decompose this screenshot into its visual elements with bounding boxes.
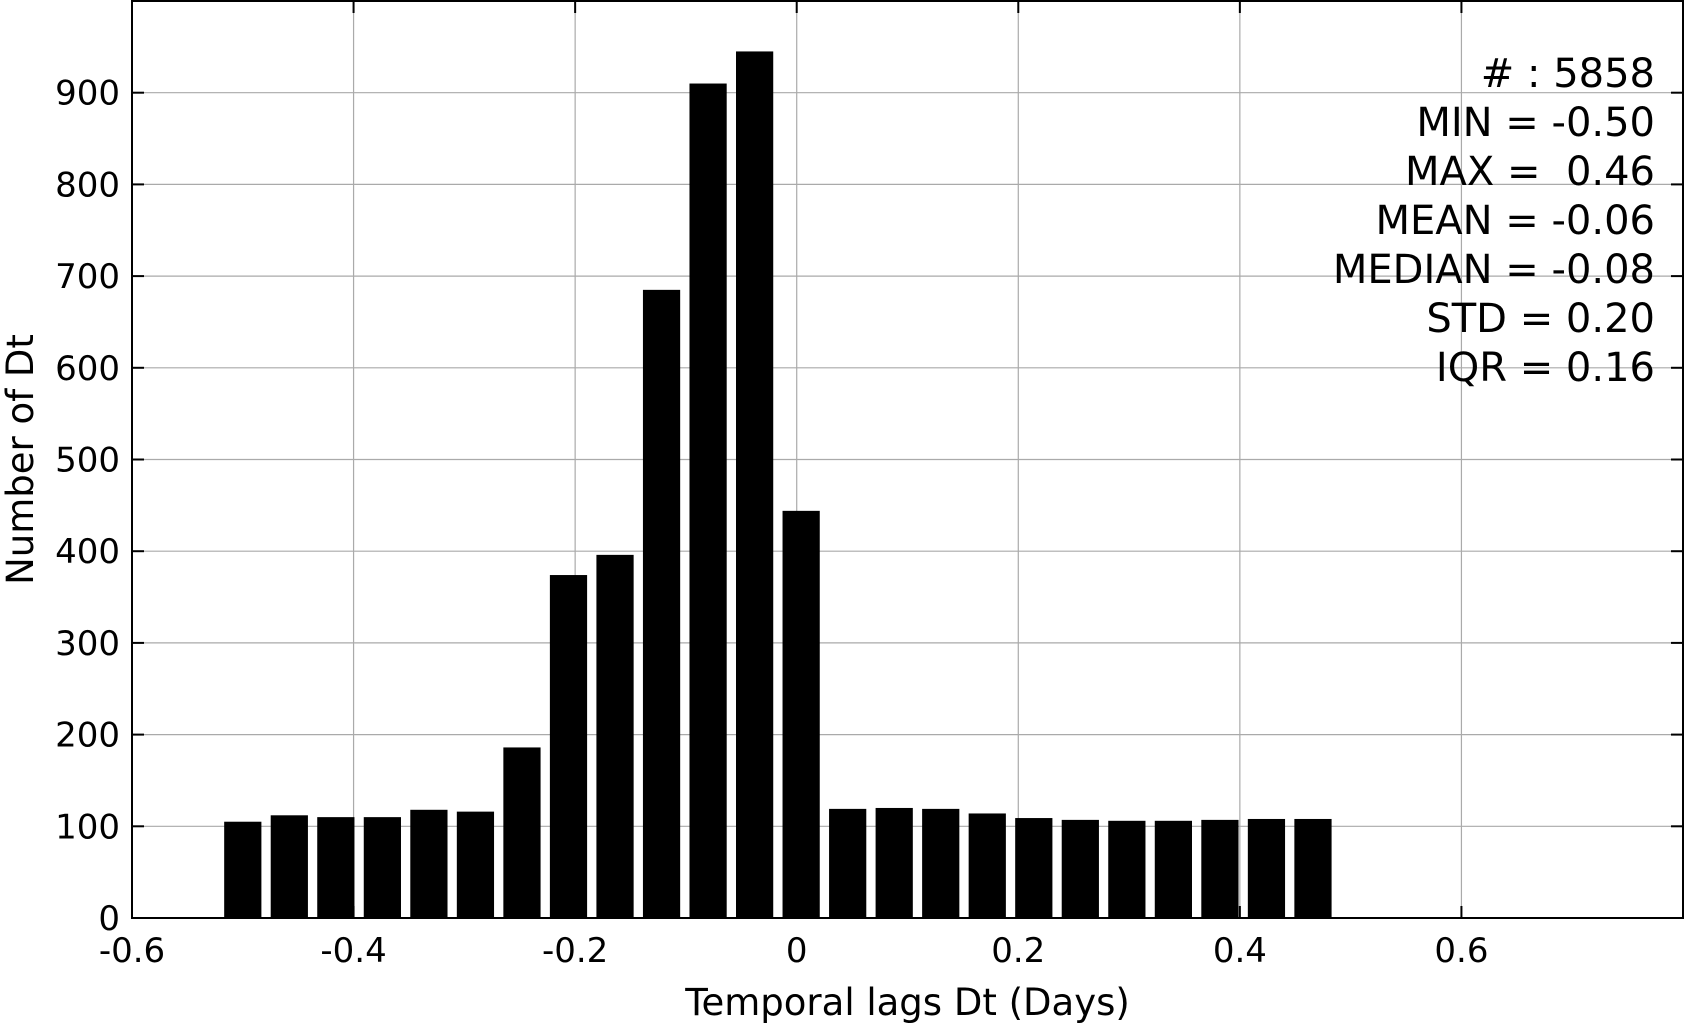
bar xyxy=(1201,819,1239,918)
y-axis-label: Number of Dt xyxy=(0,334,42,585)
y-tick-label: 900 xyxy=(55,74,120,114)
bar xyxy=(549,575,588,918)
bar xyxy=(1154,820,1192,918)
bar xyxy=(270,815,308,918)
x-tick-label: -0.6 xyxy=(99,931,165,971)
bar xyxy=(782,510,820,918)
bar xyxy=(689,83,727,918)
y-tick-label: 0 xyxy=(98,899,120,939)
x-tick-label: -0.2 xyxy=(542,931,608,971)
bar xyxy=(503,747,541,918)
bar xyxy=(224,821,262,918)
bars xyxy=(224,51,1332,919)
y-tick-label: 500 xyxy=(55,441,120,481)
ticks xyxy=(131,1,1683,919)
x-tick-label: 0.6 xyxy=(1434,931,1488,971)
bar xyxy=(1294,818,1332,918)
x-tick-labels: -0.6 -0.4 -0.2 0 0.2 0.4 0.6 xyxy=(99,931,1489,971)
y-tick-label: 300 xyxy=(55,624,120,664)
bar xyxy=(1108,820,1146,918)
x-tick-label: 0.4 xyxy=(1213,931,1267,971)
bar xyxy=(736,51,774,919)
bar xyxy=(596,554,634,918)
bar xyxy=(1061,819,1099,918)
bar xyxy=(922,808,960,918)
bar xyxy=(317,817,355,918)
y-tick-label: 100 xyxy=(55,807,120,847)
bar xyxy=(875,807,913,918)
stat-line: MEAN = -0.06 xyxy=(1375,198,1655,244)
x-tick-label: -0.4 xyxy=(320,931,386,971)
stat-line: MEDIAN = -0.08 xyxy=(1333,247,1655,293)
x-tick-label: 0.2 xyxy=(991,931,1045,971)
stat-line: MIN = -0.50 xyxy=(1416,100,1655,146)
bar xyxy=(968,813,1006,918)
grid xyxy=(131,1,1683,919)
bar xyxy=(363,817,401,918)
stat-line: STD = 0.20 xyxy=(1426,296,1655,342)
stat-line: # : 5858 xyxy=(1481,51,1655,97)
stat-line: IQR = 0.16 xyxy=(1436,345,1655,391)
bar xyxy=(829,808,867,918)
bar xyxy=(410,809,448,918)
bar xyxy=(1247,818,1286,918)
x-tick-label: 0 xyxy=(786,931,808,971)
bar xyxy=(642,289,681,919)
y-tick-label: 400 xyxy=(55,532,120,572)
y-tick-label: 800 xyxy=(55,165,120,205)
y-tick-labels: 0 100 200 300 400 500 600 700 800 900 xyxy=(55,74,120,939)
y-tick-label: 200 xyxy=(55,716,120,756)
x-axis-label: Temporal lags Dt (Days) xyxy=(684,981,1130,1024)
bar xyxy=(1015,818,1053,918)
y-tick-label: 700 xyxy=(55,257,120,297)
stat-line: MAX = 0.46 xyxy=(1405,149,1655,195)
y-tick-label: 600 xyxy=(55,349,120,389)
bar xyxy=(456,811,495,918)
